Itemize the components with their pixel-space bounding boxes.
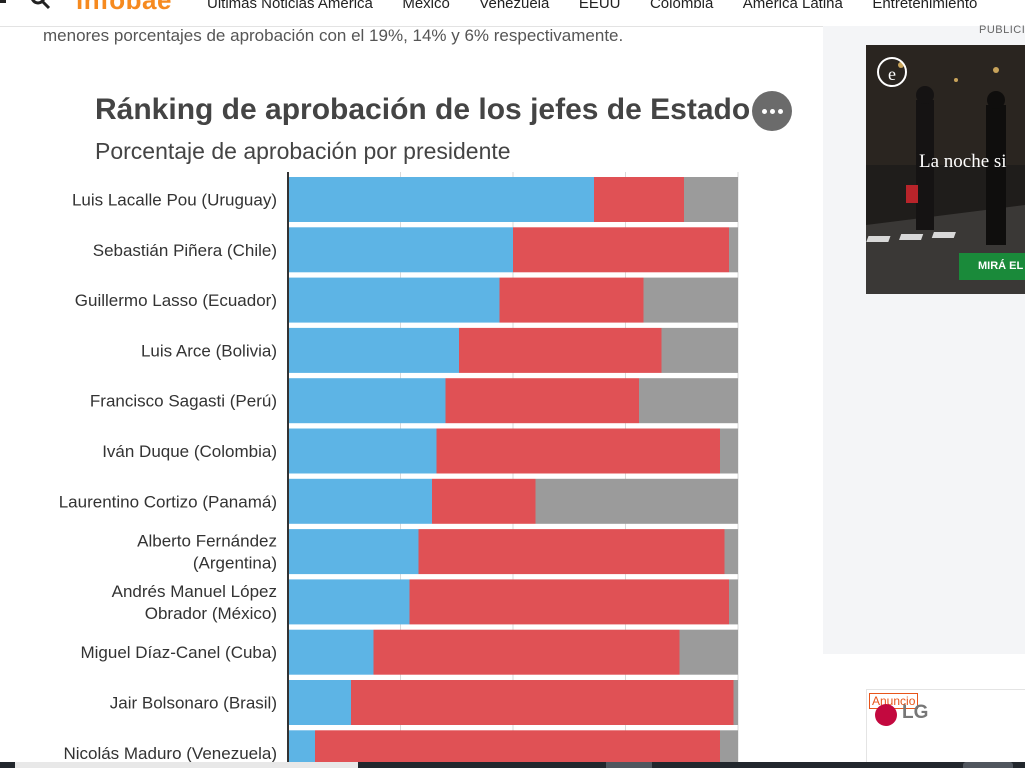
bar-disapprove[interactable] <box>409 579 730 625</box>
ad-brand-logo: e <box>877 57 907 87</box>
bar-approve[interactable] <box>288 428 437 474</box>
bar-other[interactable] <box>535 478 739 524</box>
category-label: Sebastián Piñera (Chile) <box>93 241 277 260</box>
bar-approve[interactable] <box>288 529 419 575</box>
bar-disapprove[interactable] <box>418 529 725 575</box>
category-label: Guillermo Lasso (Ecuador) <box>75 291 277 310</box>
approval-chart: Luis Lacalle Pou (Uruguay) Sebastián Piñe… <box>59 172 739 762</box>
bar-other[interactable] <box>679 629 739 675</box>
category-label: Nicolás Maduro (Venezuela) <box>63 744 277 762</box>
bar-approve[interactable] <box>288 177 594 222</box>
bar-other[interactable] <box>720 428 738 474</box>
bar-other[interactable] <box>639 378 738 424</box>
more-dots-icon <box>761 108 767 114</box>
bar-approve[interactable] <box>288 378 446 424</box>
chart-subtitle: Porcentaje de aprobación por presidente <box>95 138 511 164</box>
ad-headline: La noche si <box>919 151 1007 172</box>
category-label: Obrador (México) <box>145 604 277 623</box>
search-icon[interactable] <box>29 0 51 10</box>
advertising-label: PUBLICIDAD <box>979 24 1025 36</box>
bar-other[interactable] <box>729 579 738 625</box>
nav-items: Últimas Noticias América México Venezuel… <box>207 0 1002 13</box>
category-label: (Argentina) <box>193 554 277 573</box>
category-label: Laurentino Cortizo (Panamá) <box>59 492 277 511</box>
chart-title: Ránking de aprobación de los jefes de Es… <box>95 93 751 126</box>
nav-item-ultimas[interactable]: Últimas Noticias América <box>207 0 373 12</box>
bar-approve[interactable] <box>288 730 315 762</box>
category-label: Luis Lacalle Pou (Uruguay) <box>72 191 277 210</box>
lg-logo-icon <box>875 704 897 726</box>
nav-item-eeuu[interactable]: EEUU <box>578 0 621 12</box>
bar-approve[interactable] <box>288 277 500 323</box>
bar-disapprove[interactable] <box>594 177 684 222</box>
bar-approve[interactable] <box>288 579 410 625</box>
bar-approve[interactable] <box>288 680 351 725</box>
taskbar <box>0 762 1025 768</box>
category-label: Jair Bolsonaro (Brasil) <box>110 694 277 713</box>
nav-item-entretenimiento[interactable]: Entretenimiento <box>872 0 978 12</box>
nav-item-colombia[interactable]: Colombia <box>649 0 714 12</box>
bar-approve[interactable] <box>288 478 432 524</box>
bar-disapprove[interactable] <box>499 277 644 323</box>
bar-disapprove[interactable] <box>513 227 729 273</box>
category-label: Miguel Díaz-Canel (Cuba) <box>80 643 277 662</box>
bar-disapprove[interactable] <box>432 478 536 524</box>
bar-other[interactable] <box>733 680 739 725</box>
bar-approve[interactable] <box>288 327 459 373</box>
site-logo[interactable]: infobae <box>76 0 172 15</box>
nav-item-america-latina[interactable]: América Latina <box>742 0 843 12</box>
bar-disapprove[interactable] <box>436 428 721 474</box>
bar-other[interactable] <box>684 177 738 222</box>
bar-approve[interactable] <box>288 629 374 675</box>
bar-other[interactable] <box>643 277 739 323</box>
menu-icon[interactable] <box>0 0 6 6</box>
category-label: Francisco Sagasti (Perú) <box>90 392 277 411</box>
category-label: Luis Arce (Bolivia) <box>141 341 277 360</box>
more-dots-icon <box>769 108 775 114</box>
bar-disapprove[interactable] <box>459 327 662 373</box>
bar-disapprove[interactable] <box>373 629 680 675</box>
chart-more-options-button[interactable] <box>752 91 792 131</box>
taskbar-item[interactable] <box>15 762 358 768</box>
category-label: Alberto Fernández <box>137 532 277 551</box>
ad-cta-button[interactable]: MIRÁ EL V <box>959 253 1025 280</box>
bar-disapprove[interactable] <box>445 378 640 424</box>
more-dots-icon <box>777 108 783 114</box>
bar-other[interactable] <box>724 529 739 575</box>
bar-disapprove[interactable] <box>351 680 734 725</box>
bar-approve[interactable] <box>288 227 513 273</box>
nav-item-venezuela[interactable]: Venezuela <box>479 0 550 12</box>
taskbar-item[interactable] <box>606 762 652 768</box>
category-label: Andrés Manuel López <box>112 582 277 601</box>
nav-item-mexico[interactable]: México <box>402 0 450 12</box>
bar-other[interactable] <box>661 327 739 373</box>
article-intro-text: menores porcentajes de aprobación con el… <box>43 26 624 45</box>
bar-other[interactable] <box>720 730 738 762</box>
bar-disapprove[interactable] <box>315 730 720 762</box>
category-label: Iván Duque (Colombia) <box>102 442 277 461</box>
top-navigation: infobae Últimas Noticias América México … <box>0 0 1025 27</box>
bar-other[interactable] <box>729 227 738 273</box>
lg-brand-text: LG <box>902 702 929 723</box>
taskbar-item[interactable] <box>963 762 1013 768</box>
